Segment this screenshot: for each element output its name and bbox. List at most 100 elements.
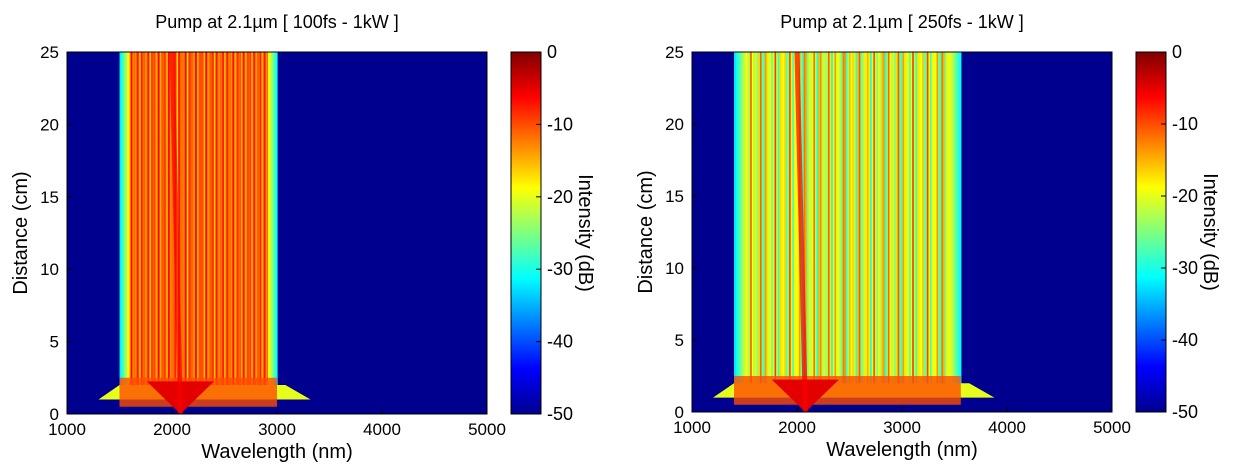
spectrum-stripe — [194, 52, 197, 396]
spectrum-stripe — [918, 52, 921, 394]
spectrum-stripe — [789, 52, 792, 394]
spectrum-stripe — [142, 52, 144, 396]
spectrum-stripe — [941, 52, 944, 394]
spectrum-stripe — [849, 52, 852, 394]
spectrum-stripe — [920, 52, 923, 394]
spectrum-base-core — [734, 376, 961, 405]
x-axis-label: Wavelength (nm) — [201, 441, 353, 463]
pump-trace — [169, 52, 183, 414]
spectrum-stripe — [829, 52, 832, 394]
spectrum-stripe — [232, 52, 234, 396]
spectrum-stripe — [187, 52, 189, 396]
spectrum-stripe — [790, 52, 793, 394]
spectrum-stripe — [758, 52, 761, 394]
spectrum-stripe — [764, 52, 767, 394]
y-tick-label: 5 — [675, 331, 684, 350]
spectrum-stripe — [133, 52, 135, 396]
spectrum-stripe — [852, 52, 855, 394]
spectrum-stripe — [149, 52, 152, 396]
spectrum-stripe — [886, 52, 889, 394]
spectrum-stripe — [153, 52, 155, 396]
spectrum-stripe — [954, 52, 957, 394]
spectrum-stripe — [776, 52, 779, 394]
spectrum-stripe — [145, 52, 148, 396]
spectrum-stripe — [805, 52, 808, 394]
spectrum-stripe — [201, 52, 204, 396]
spectrum-stripe — [771, 52, 774, 394]
spectrum-stripe — [272, 52, 275, 396]
spectrum-stripe — [184, 52, 187, 396]
spectrum-stripe — [952, 52, 955, 394]
spectrum-stripe — [154, 52, 157, 396]
spectrum-stripe — [203, 52, 206, 396]
spectrum-stripe — [737, 52, 740, 394]
spectrum-stripe — [178, 52, 180, 396]
spectrum-stripe — [257, 52, 260, 396]
spectrum-stripe — [896, 52, 899, 394]
spectrum-stripe — [860, 52, 863, 394]
spectrum-stripe — [137, 52, 140, 396]
spectrum-stripe — [229, 52, 232, 396]
spectrum-stripe — [246, 52, 249, 396]
spectrum-stripe — [763, 52, 766, 394]
x-tick-label: 2000 — [153, 420, 191, 439]
spectrum-stripe — [768, 52, 771, 394]
spectrum-stripe — [183, 52, 186, 396]
spectrum-stripe — [139, 52, 142, 396]
spectrum-stripe — [819, 52, 823, 394]
spectrum-stripe — [237, 52, 240, 396]
spectrum-stripe — [930, 52, 933, 394]
spectrum-stripe — [902, 52, 905, 394]
spectrum-stripe — [912, 52, 915, 394]
spectrum-stripe — [207, 52, 209, 396]
spectrum-stripe — [155, 52, 158, 396]
colorbar — [510, 51, 542, 415]
spectrum-stripe — [815, 52, 818, 394]
spectrum-stripe — [735, 52, 738, 394]
spectrum-stripe — [225, 52, 227, 396]
colorbar — [1135, 51, 1167, 413]
spectrum-stripe — [274, 52, 277, 396]
spectrum-stripe — [197, 52, 199, 396]
spectrum-stripe — [808, 52, 811, 394]
spectrum-stripe — [784, 52, 787, 394]
spectrum-stripe — [136, 52, 139, 396]
spectrum-stripe — [855, 52, 858, 394]
spectrum-stripe — [241, 52, 243, 396]
spectrum-stripe — [857, 52, 860, 394]
spectrum-stripe — [866, 52, 870, 394]
spectrum-stripe — [263, 52, 266, 396]
spectrum-stripe — [253, 52, 256, 396]
spectrum-stripe — [196, 52, 198, 396]
spectrum-stripe — [766, 52, 769, 394]
spectrum-stripe — [949, 52, 952, 394]
spectrum-stripe — [247, 52, 250, 396]
spectrum-stripe — [780, 52, 784, 394]
spectrum-stripe — [931, 52, 934, 394]
spectrum-stripe — [163, 52, 166, 396]
spectrum-stripe — [818, 52, 821, 394]
spectrum-stripe — [248, 52, 251, 396]
spectrum-stripe — [162, 52, 164, 396]
y-tick-label: 10 — [665, 259, 684, 278]
spectrum-stripe — [756, 52, 759, 394]
spectrum-stripe — [209, 52, 212, 396]
spectrum-stripe — [908, 52, 912, 394]
spectrum-stripe — [165, 52, 168, 396]
spectrum-stripe — [806, 52, 810, 394]
spectrum-stripe — [850, 52, 853, 394]
spectrum-stripe — [887, 52, 891, 394]
spectrum-stripe — [119, 52, 122, 396]
y-tick-label: 20 — [40, 115, 59, 134]
spectrum-stripe — [151, 52, 153, 396]
spectrum-stripe — [779, 52, 782, 394]
y-tick-label: 15 — [665, 187, 684, 206]
spectrum-stripe — [269, 52, 271, 396]
spectrum-stripe — [147, 52, 150, 396]
spectrum-stripe — [861, 52, 865, 394]
spectrum-stripe — [959, 52, 962, 394]
spectrum-stripe — [917, 52, 920, 394]
spectrum-stripe — [753, 52, 756, 394]
spectrum-stripe — [211, 52, 214, 396]
